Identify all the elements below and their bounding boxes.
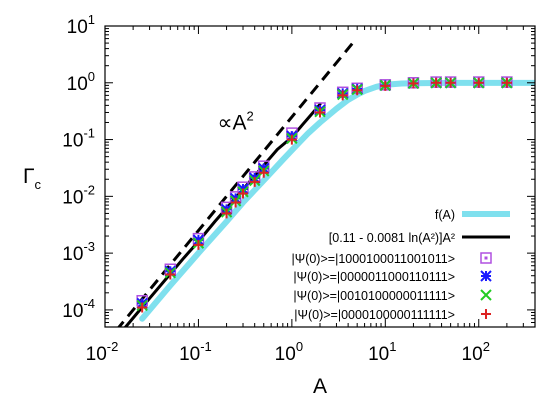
y-tick-label-1-base: 10 — [62, 244, 83, 265]
y-tick-label-2-base: 10 — [62, 187, 83, 208]
x-tick-label-4: 102 — [462, 339, 490, 365]
x-tick-label-0: 10-2 — [86, 339, 119, 365]
legend: f(A) [0.11 - 0.0081 ln(A²)]A² |Ψ(0)>=|10… — [292, 208, 510, 322]
data-point-s5-7 — [258, 167, 269, 178]
data-point-s5-9 — [315, 107, 325, 118]
y-tick-label-5-base: 10 — [67, 17, 88, 38]
y-tick-label-0: 10-4 — [62, 296, 95, 322]
proportionality-annotation: ∝A2 — [218, 109, 254, 135]
data-point-s5-16 — [473, 77, 484, 88]
data-point-s5-10 — [337, 90, 348, 101]
data-point-s5-6 — [249, 176, 260, 187]
y-tick-label-1-exponent: -3 — [83, 239, 95, 254]
legend-swatch-2 — [480, 252, 492, 264]
plot-area — [117, 41, 535, 327]
legend-swatch-2-outer — [480, 252, 492, 264]
x-tick-label-0-exponent: -2 — [107, 339, 119, 354]
y-tick-label-5: 101 — [67, 12, 95, 38]
x-tick-label-3-exponent: 1 — [389, 339, 396, 354]
legend-label-state-4: |Ψ(0)>=|0000100000111111> — [294, 308, 455, 322]
x-tick-label-0-base: 10 — [86, 344, 107, 365]
data-point-s5-14 — [431, 77, 442, 88]
y-tick-label-0-exponent: -4 — [83, 296, 95, 311]
ticks-layer — [104, 25, 536, 328]
data-point-s5-8 — [286, 134, 297, 145]
data-point-s5-13 — [408, 78, 419, 89]
x-tick-label-3: 101 — [368, 339, 396, 365]
x-axis-label: A — [313, 375, 327, 398]
legend-label-state-1: |Ψ(0)>=|1000100011001011> — [292, 252, 456, 266]
x-tick-label-2-exponent: 0 — [296, 339, 303, 354]
y-tick-label-4-base: 10 — [67, 74, 88, 95]
y-tick-label-5-exponent: 1 — [88, 12, 95, 27]
data-point-s5-1 — [165, 269, 176, 280]
legend-label-f: f(A) — [435, 208, 455, 222]
x-tick-label-1: 10-1 — [179, 339, 212, 365]
y-axis-label: Γc — [23, 165, 42, 192]
y-tick-label-4: 100 — [67, 69, 95, 95]
y-tick-label-4-exponent: 0 — [88, 69, 95, 84]
data-point-s5-2 — [193, 239, 204, 250]
x-tick-label-1-exponent: -1 — [200, 339, 212, 354]
x-tick-label-2: 100 — [275, 339, 303, 365]
y-tick-label-1: 10-3 — [62, 239, 95, 265]
y-tick-label-0-base: 10 — [62, 301, 83, 322]
y-tick-label-2: 10-2 — [62, 182, 95, 208]
legend-swatch-2-dot — [484, 256, 488, 260]
legend-label-state-2: |Ψ(0)>=|0000011000110111> — [293, 270, 455, 284]
series-line-0 — [139, 79, 535, 322]
data-point-s5-17 — [501, 77, 512, 88]
data-point-s5-4 — [230, 197, 241, 208]
x-tick-label-3-base: 10 — [368, 344, 389, 365]
legend-label-state-3: |Ψ(0)>=|0010100000011111> — [293, 289, 455, 303]
annotation-prefix: ∝A — [218, 112, 247, 135]
data-point-s5-5 — [238, 188, 249, 199]
data-point-s5-12 — [380, 80, 391, 91]
data-point-s5-3 — [221, 208, 232, 219]
y-tick-label-3-base: 10 — [62, 131, 83, 152]
x-tick-label-1-base: 10 — [179, 344, 200, 365]
data-point-s5-15 — [445, 77, 456, 88]
y-tick-label-3-exponent: -1 — [83, 126, 95, 141]
y-axis-label-main: Γ — [23, 165, 35, 188]
x-tick-label-4-base: 10 — [462, 344, 483, 365]
y-tick-label-2-exponent: -2 — [83, 182, 95, 197]
legend-swatches — [462, 211, 510, 319]
legend-swatch-5 — [481, 309, 491, 319]
x-tick-label-2-base: 10 — [275, 344, 296, 365]
legend-swatch-4 — [480, 289, 492, 301]
data-point-s5-0 — [137, 302, 148, 313]
annotation-exponent: 2 — [247, 109, 254, 124]
plot-data-layer — [117, 41, 535, 327]
x-tick-label-4-exponent: 2 — [483, 339, 490, 354]
legend-label-fit: [0.11 - 0.0081 ln(A²)]A² — [329, 231, 455, 245]
y-tick-label-3: 10-1 — [62, 126, 95, 152]
dashed-a2-guide-line — [117, 41, 355, 327]
legend-swatch-3 — [480, 270, 492, 282]
y-axis-label-sub: c — [35, 177, 42, 192]
data-point-s5-11 — [352, 85, 363, 96]
